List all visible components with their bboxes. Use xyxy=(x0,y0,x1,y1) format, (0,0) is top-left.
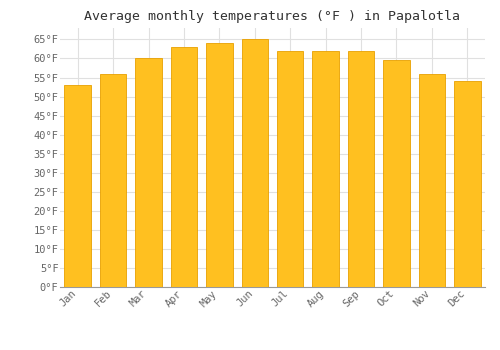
Bar xyxy=(64,85,91,287)
Bar xyxy=(206,43,233,287)
Bar xyxy=(170,47,197,287)
Bar xyxy=(418,74,445,287)
Title: Average monthly temperatures (°F ) in Papalotla: Average monthly temperatures (°F ) in Pa… xyxy=(84,10,460,23)
Bar xyxy=(383,60,409,287)
Bar xyxy=(100,74,126,287)
Bar xyxy=(136,58,162,287)
Bar xyxy=(277,51,303,287)
Bar xyxy=(348,51,374,287)
Bar xyxy=(312,51,339,287)
Bar xyxy=(242,40,268,287)
Bar xyxy=(454,81,480,287)
